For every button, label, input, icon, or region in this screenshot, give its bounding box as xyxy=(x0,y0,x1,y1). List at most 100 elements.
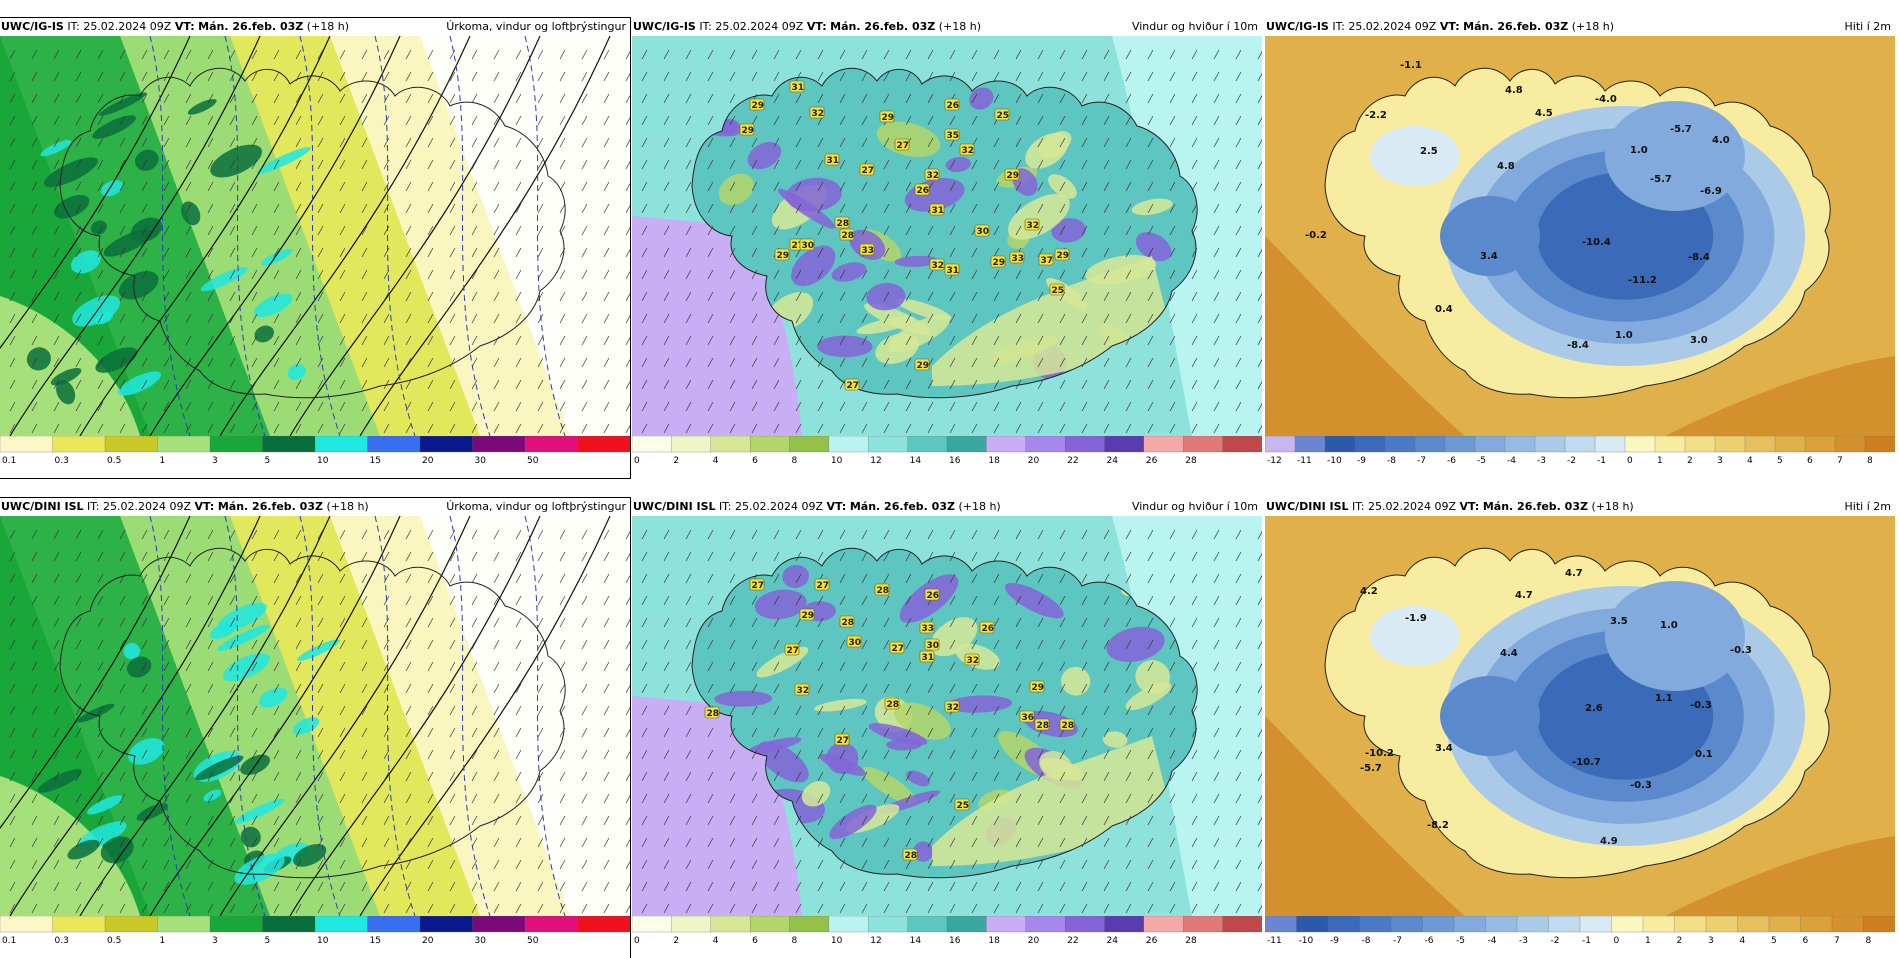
legend-tick: 0.3 xyxy=(55,456,69,466)
gust-badge: 25 xyxy=(1049,283,1065,296)
legend-swatch xyxy=(632,436,673,453)
legend-tick: 3 xyxy=(212,936,218,946)
gust-badge: 27 xyxy=(784,643,800,656)
isobar xyxy=(149,36,401,436)
gust-value: 32 xyxy=(962,146,975,156)
gust-value: 28 xyxy=(877,586,890,596)
legend-tick: 0.5 xyxy=(107,456,121,466)
legend-swatch xyxy=(1594,436,1626,453)
map-panel-precip: UWC/DINI ISL IT: 25.02.2024 09Z VT: Mán.… xyxy=(0,497,631,958)
gust-value: 27 xyxy=(897,141,910,151)
legend-tick: -8 xyxy=(1362,936,1371,946)
legend-swatch xyxy=(1265,916,1298,933)
legend-tick: 30 xyxy=(475,936,487,946)
gust-badge: 29 xyxy=(914,358,930,371)
legend-tick: 8 xyxy=(1867,456,1873,466)
temperature-label: 2.5 xyxy=(1420,146,1438,157)
legend-tick: 5 xyxy=(265,456,271,466)
legend-tick: 4 xyxy=(713,456,719,466)
legend-swatch xyxy=(1359,916,1392,933)
run-time: IT: 25.02.2024 09Z xyxy=(87,500,192,513)
legend: -12 -11 -10 -9 -8 -7 -6 -5 -4 -3 -2 -1 0 1 2 3 4 5 6 7 8 xyxy=(1265,436,1895,468)
legend-swatch xyxy=(1485,916,1518,933)
gust-value: 25 xyxy=(997,111,1010,121)
legend-swatch xyxy=(157,916,211,933)
gust-badge: 29 xyxy=(1054,248,1070,261)
legend-swatch xyxy=(524,916,579,933)
legend-swatch xyxy=(1611,916,1644,933)
wind-cell xyxy=(1135,232,1172,262)
gust-badge: 28 xyxy=(1059,718,1075,731)
legend-swatch xyxy=(367,916,421,933)
cold-core xyxy=(1370,126,1460,186)
legend-tick: 0 xyxy=(1627,456,1633,466)
panel-title: Úrkoma, vindur og loftþrýstingur xyxy=(446,500,626,513)
legend-swatch xyxy=(577,436,630,453)
legend-swatch xyxy=(1834,436,1866,453)
legend-swatch xyxy=(1422,916,1455,933)
gust-value: 29 xyxy=(993,258,1006,268)
gust-value: 26 xyxy=(927,591,940,601)
panel-header: UWC/IG-IS IT: 25.02.2024 09Z VT: Mán. 26… xyxy=(1265,18,1895,36)
temperature-isoline xyxy=(524,36,566,436)
map-svg xyxy=(0,516,630,916)
legend-swatch xyxy=(1863,916,1895,933)
valid-time: Mán. 26.feb. 03Z xyxy=(1482,500,1588,513)
temperature-label: 4.8 xyxy=(1505,85,1523,96)
legend-swatch xyxy=(789,916,830,933)
cold-core xyxy=(1440,676,1540,756)
gust-badge: 31 xyxy=(929,203,945,216)
legend-swatch xyxy=(986,916,1027,933)
legend-swatch xyxy=(524,436,579,453)
gust-value: 32 xyxy=(947,703,960,713)
gust-value: 29 xyxy=(752,101,765,111)
legend-colorbar: 0 2 4 6 8 10 12 14 16 18 20 22 24 26 28 xyxy=(632,916,1262,946)
precip-cell xyxy=(234,798,285,824)
model-name: UWC/DINI ISL xyxy=(633,500,716,513)
header-left: UWC/DINI ISL IT: 25.02.2024 09Z VT: Mán.… xyxy=(1266,498,1634,516)
gust-badge: 30 xyxy=(799,238,815,251)
legend-tick: 8 xyxy=(1866,936,1872,946)
temperature-label: -10.7 xyxy=(1572,757,1601,768)
isobar xyxy=(359,36,611,436)
gust-value: 29 xyxy=(1057,251,1070,261)
temperature-isoline xyxy=(374,516,416,916)
wind-cell xyxy=(1131,198,1173,216)
legend-tick: 26 xyxy=(1146,456,1158,466)
gust-badge: 33 xyxy=(919,621,935,634)
precip-cell xyxy=(200,266,249,292)
legend-tick: -11 xyxy=(1267,936,1282,946)
legend-tick: 1 xyxy=(160,936,166,946)
wind-cell xyxy=(757,741,809,783)
map-panel-wind: UWC/DINI ISL IT: 25.02.2024 09Z VT: Mán.… xyxy=(632,498,1262,958)
legend-swatch xyxy=(1800,916,1833,933)
map-area xyxy=(0,516,630,916)
gust-badge: 30 xyxy=(924,638,940,651)
temperature-label: -1.9 xyxy=(1405,613,1427,624)
temperature-label: 4.7 xyxy=(1565,568,1583,579)
legend-swatch xyxy=(1654,436,1686,453)
legend-tick: 12 xyxy=(870,456,881,466)
legend-swatch xyxy=(907,916,948,933)
gust-value: 29 xyxy=(882,113,895,123)
legend-swatch xyxy=(1564,436,1596,453)
wind-cell xyxy=(814,698,867,712)
model-name: UWC/IG-IS xyxy=(1266,20,1329,33)
gust-badge: 29 xyxy=(774,248,790,261)
legend-swatch xyxy=(1414,436,1446,453)
precip-cell xyxy=(86,795,123,815)
legend-swatch xyxy=(419,436,474,453)
legend-swatch xyxy=(1183,916,1224,933)
wind-cell xyxy=(831,262,867,282)
gust-badge: 32 xyxy=(924,168,940,181)
gust-badge: 29 xyxy=(1004,168,1020,181)
wind-cell xyxy=(754,589,807,620)
coastline xyxy=(691,547,1198,879)
gust-badge: 27 xyxy=(814,578,830,591)
valid-label: VT: xyxy=(1439,20,1460,33)
coastline xyxy=(691,67,1198,399)
legend-tick: -3 xyxy=(1537,456,1546,466)
isobar xyxy=(149,516,401,916)
wind-cell xyxy=(1023,710,1079,738)
gust-badge: 29 xyxy=(799,608,815,621)
